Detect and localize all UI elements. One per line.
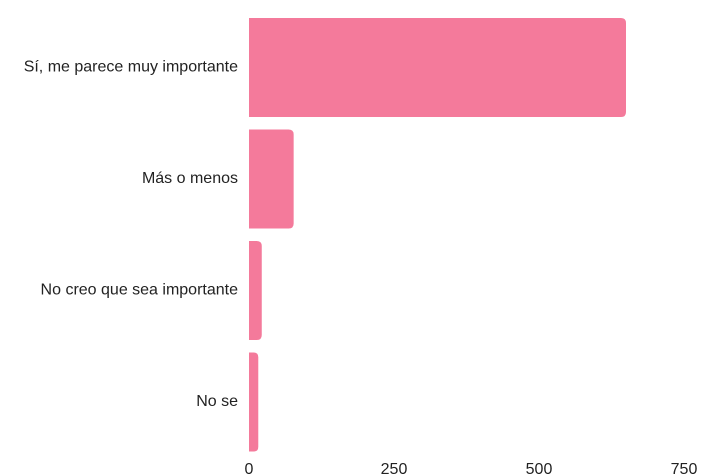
category-label: Más o menos	[142, 170, 238, 187]
category-label: No creo que sea importante	[41, 282, 239, 299]
bar-3	[249, 241, 262, 340]
x-axis-tick-labels: 0 250 500 750	[245, 461, 698, 476]
category-label: Sí, me parece muy importante	[24, 59, 238, 76]
x-tick-label: 250	[381, 461, 408, 476]
bar-4	[249, 352, 259, 452]
bar-1	[249, 18, 626, 117]
x-tick-label: 500	[526, 461, 553, 476]
x-tick-label: 750	[671, 461, 698, 476]
bar-2	[249, 129, 294, 229]
x-tick-label: 0	[245, 461, 254, 476]
category-labels: Sí, me parece muy importante Más o menos N…	[24, 59, 238, 411]
category-label: No se	[196, 393, 238, 410]
bars-group	[249, 18, 626, 452]
